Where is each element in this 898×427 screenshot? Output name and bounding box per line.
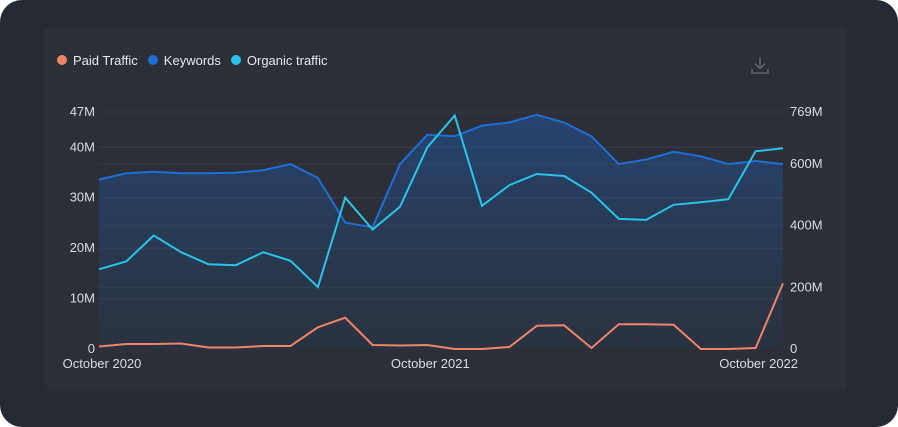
chart-legend: Paid Traffic Keywords Organic traffic — [57, 50, 328, 70]
legend-dot-keywords — [147, 55, 158, 65]
legend-item-keywords[interactable]: Keywords — [147, 52, 221, 68]
legend-item-paid-traffic[interactable]: Paid Traffic — [57, 53, 138, 68]
paid-traffic-line — [98, 283, 784, 350]
legend-label-organic-traffic: Organic traffic — [246, 52, 328, 68]
organic-traffic-line — [98, 113, 784, 289]
y-left-tick-label: 47M — [70, 104, 95, 119]
x-tick-label: October 2022 — [719, 356, 798, 371]
x-tick-label: October 2021 — [391, 356, 470, 371]
keywords-line — [98, 113, 784, 229]
y-left-tick-label: 30M — [70, 190, 95, 205]
legend-label-paid-traffic: Paid Traffic — [73, 52, 138, 68]
y-right-tick-label: 400M — [790, 218, 823, 233]
y-right-tick-label: 600M — [790, 156, 823, 171]
legend-item-organic-traffic[interactable]: Organic traffic — [230, 52, 328, 68]
x-tick-label: October 2020 — [63, 356, 142, 371]
download-icon[interactable] — [749, 54, 771, 76]
keywords-area — [99, 114, 783, 349]
legend-dot-organic-traffic — [230, 55, 241, 65]
legend-label-keywords: Keywords — [163, 52, 221, 68]
y-right-tick-label: 200M — [790, 279, 823, 294]
y-left-tick-label: 40M — [70, 139, 95, 154]
y-left-tick-label: 20M — [70, 240, 95, 255]
y-right-tick-label: 769M — [790, 104, 823, 119]
legend-dot-paid-traffic — [57, 55, 67, 65]
y-left-tick-label: 10M — [70, 291, 95, 306]
y-right-tick-label: 0 — [790, 341, 797, 356]
y-left-tick-label: 0 — [88, 341, 95, 356]
